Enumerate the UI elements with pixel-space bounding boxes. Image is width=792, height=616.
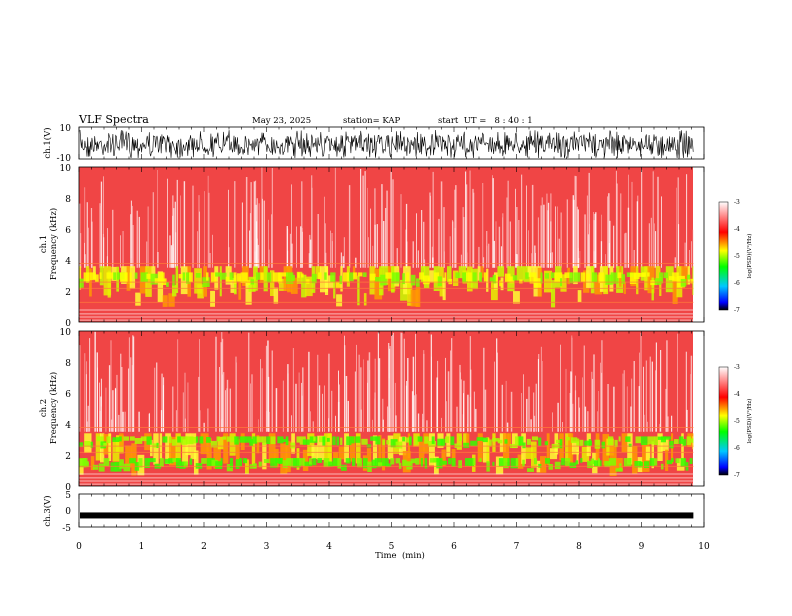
time-tick-label-3: 3 <box>264 542 270 552</box>
time-tick-labels: 0 1 2 3 4 5 6 7 8 9 10 <box>76 542 710 552</box>
ch2-freq-tick-6: 6 <box>65 390 71 400</box>
header-station: station= KAP <box>343 116 401 126</box>
ch2-spectrogram-ylabel: Frequency (kHz) <box>48 372 59 444</box>
time-ticks <box>78 127 705 527</box>
ch1-colorbar-tick-m7: -7 <box>734 307 740 314</box>
ch2-colorbar-tick-m5: -5 <box>734 418 740 425</box>
ch2-freq-tick-10: 10 <box>60 328 72 338</box>
ch1-freq-tick-4: 4 <box>65 257 71 267</box>
ch2-freq-tick-0: 0 <box>65 483 71 493</box>
header-start-time: start UT = 8 : 40 : 1 <box>438 116 533 126</box>
ch2-freq-tick-4: 4 <box>65 421 71 431</box>
time-tick-label-7: 7 <box>514 542 520 552</box>
ch1-ytick-top: 10 <box>60 124 72 134</box>
ch1-freq-tick-2: 2 <box>65 288 71 298</box>
time-tick-label-1: 1 <box>139 542 145 552</box>
ch3-ytick-bottom: -5 <box>62 524 71 534</box>
ch1-colorbar-label: log(PSD)(V²/Hz) <box>746 234 753 279</box>
ch1-colorbar-tick-m5: -5 <box>734 253 740 260</box>
ch1-spectrogram-texture <box>79 167 694 321</box>
ch1-freq-tick-0: 0 <box>65 319 71 329</box>
ch2-freq-tick-8: 8 <box>65 359 71 369</box>
ch1-colorbar-tick-m6: -6 <box>734 280 740 287</box>
ch1-colorbar-gradient <box>718 201 729 311</box>
ch2-spectrogram-texture <box>79 331 694 485</box>
ch1-freq-tick-10: 10 <box>60 164 72 174</box>
time-tick-label-5: 5 <box>389 542 395 552</box>
time-tick-label-6: 6 <box>451 542 457 552</box>
ch3-ytick-mid: 0 <box>65 507 71 517</box>
time-axis-label: Time (min) <box>375 550 425 561</box>
ch3-waveform-trace <box>80 512 694 519</box>
time-tick-label-4: 4 <box>326 542 332 552</box>
time-tick-label-10: 10 <box>698 542 710 552</box>
ch1-spectrogram-channel-label: ch.1 <box>39 235 49 253</box>
ch1-colorbar: -3 -4 -5 -6 -7 log(PSD)(V²/Hz) <box>718 199 753 314</box>
ch2-colorbar-tick-m6: -6 <box>734 445 740 452</box>
figure-title: VLF Spectra <box>78 113 149 126</box>
ch1-spectrogram-panel: 0 2 4 6 8 10 ch.1 Frequency (kHz) <box>39 164 705 329</box>
ch1-waveform-ylabel: ch.1(V) <box>42 127 53 158</box>
ch2-colorbar-label: log(PSD)(V²/Hz) <box>746 399 753 444</box>
ch1-colorbar-tick-m4: -4 <box>734 226 740 233</box>
time-tick-label-0: 0 <box>76 542 82 552</box>
ch2-colorbar-tick-m3: -3 <box>734 364 740 371</box>
time-tick-label-8: 8 <box>576 542 582 552</box>
header-date: May 23, 2025 <box>252 116 311 126</box>
ch2-spectrogram-channel-label: ch.2 <box>39 399 49 417</box>
ch1-colorbar-tick-m3: -3 <box>734 199 740 206</box>
ch1-ytick-bottom: -10 <box>57 154 72 164</box>
ch2-freq-tick-2: 2 <box>65 452 71 462</box>
ch2-colorbar: -3 -4 -5 -6 -7 log(PSD)(V²/Hz) <box>718 364 753 479</box>
ch2-colorbar-gradient <box>718 366 729 476</box>
time-tick-label-9: 9 <box>639 542 645 552</box>
ch1-waveform-trace <box>79 129 694 159</box>
ch3-ytick-top: 5 <box>65 491 71 501</box>
ch1-freq-tick-6: 6 <box>65 226 71 236</box>
ch1-freq-tick-8: 8 <box>65 195 71 205</box>
ch2-spectrogram-panel: 0 2 4 6 8 10 ch.2 Frequency (kHz) <box>39 328 705 493</box>
ch3-waveform-ylabel: ch.3(V) <box>42 495 53 526</box>
time-tick-label-2: 2 <box>201 542 207 552</box>
ch2-colorbar-tick-m4: -4 <box>734 391 740 398</box>
ch2-colorbar-tick-m7: -7 <box>734 472 740 479</box>
ch1-spectrogram-ylabel: Frequency (kHz) <box>48 208 59 280</box>
